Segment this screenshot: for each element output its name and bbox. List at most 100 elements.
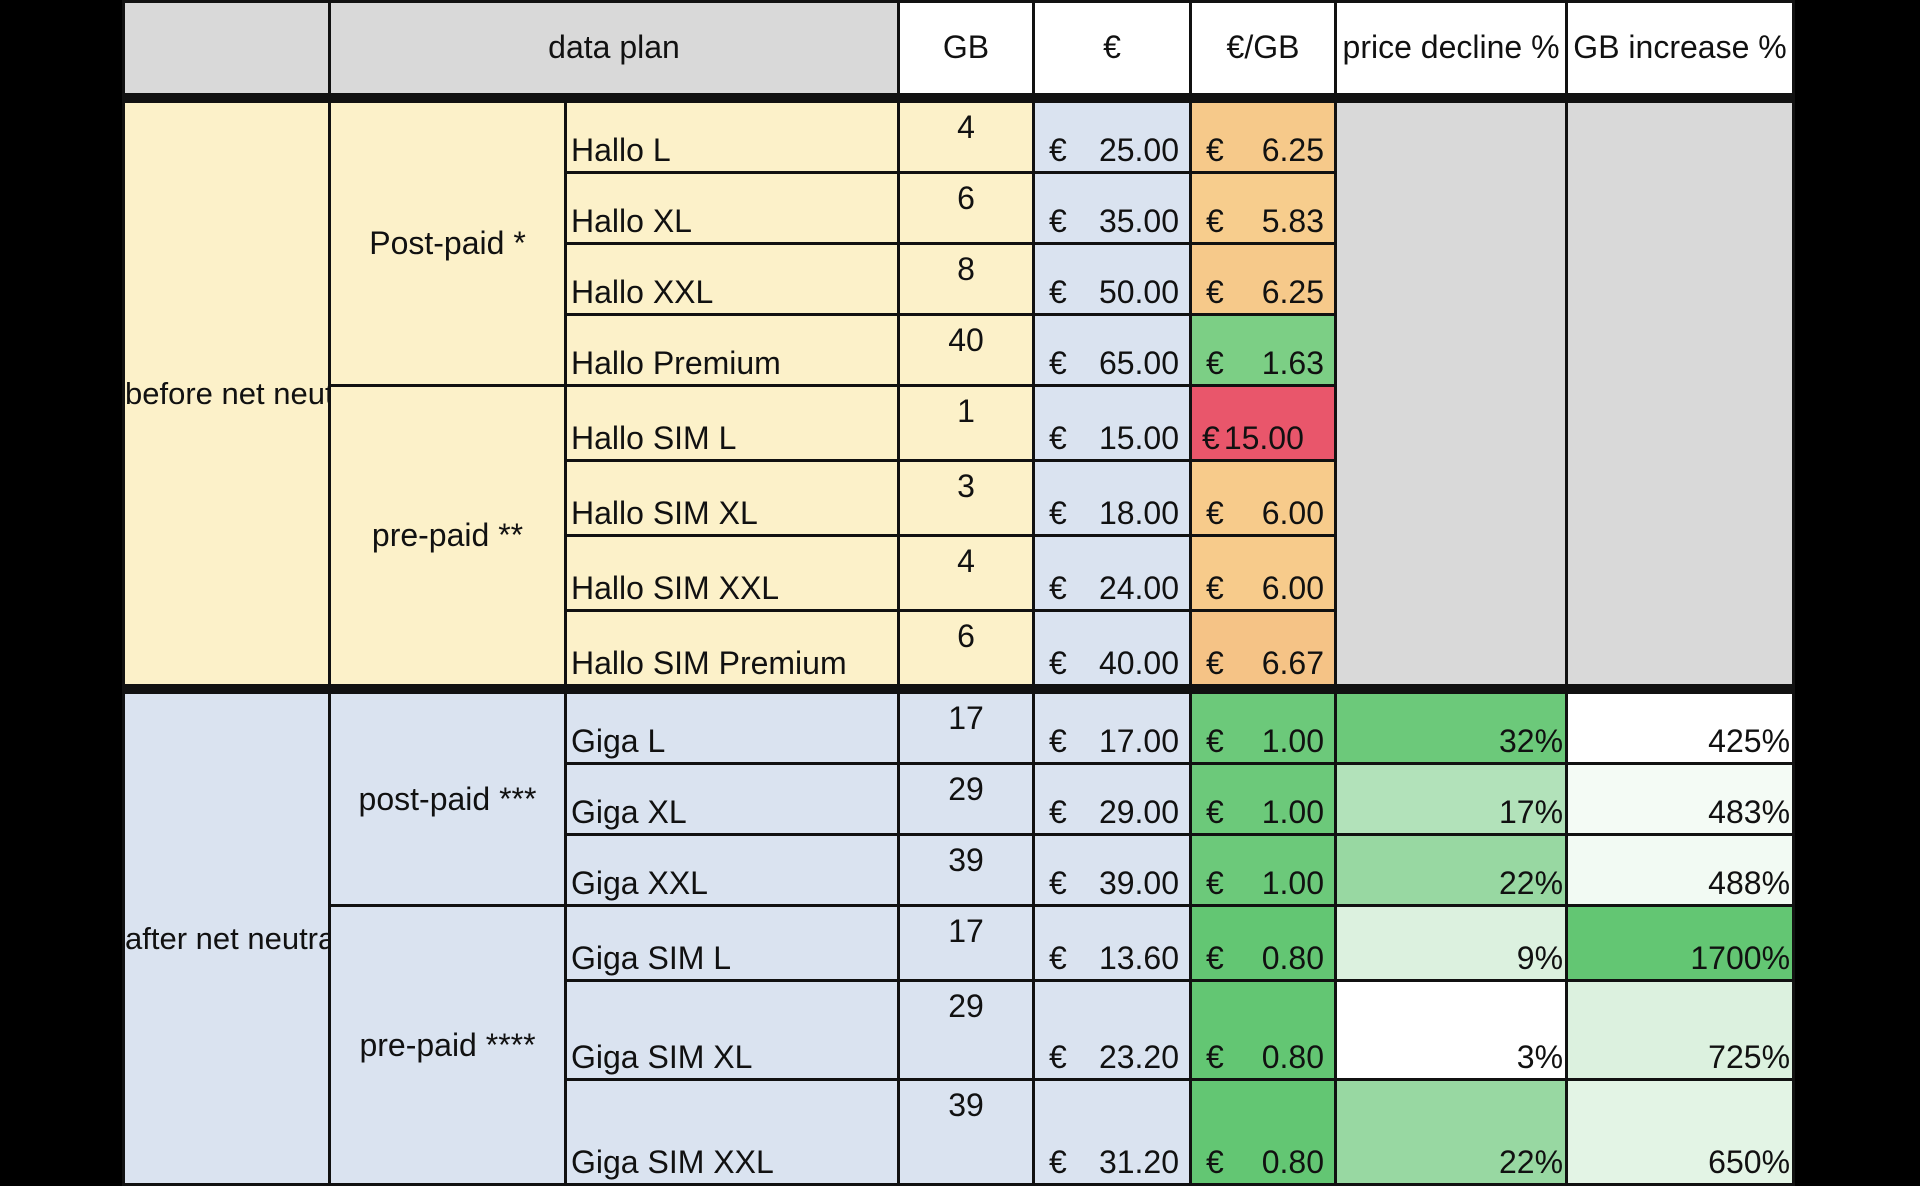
price-cell: €24.00 xyxy=(1032,534,1193,612)
price-amount: 40.00 xyxy=(1098,645,1180,681)
price-per-gb-cell: €6.00 xyxy=(1189,459,1338,537)
price-per-gb-cell: €1.00 xyxy=(1189,762,1338,836)
currency-symbol: € xyxy=(1206,645,1224,681)
data-plan-comparison-table: data plan GB € €/GB price decline % GB i… xyxy=(122,0,1796,1186)
gb-increase-empty-cell xyxy=(1565,96,1796,691)
price-decline-cell: 32% xyxy=(1334,684,1569,765)
price-per-gb-amount: 1.00 xyxy=(1261,723,1325,759)
price-cell: €39.00 xyxy=(1032,833,1193,907)
currency-symbol: € xyxy=(1049,570,1067,606)
plan-name-cell: Giga SIM XL xyxy=(563,979,901,1081)
table-row: Giga XL 29 €29.00 €1.00 17% 483% xyxy=(124,762,1796,836)
plan-name-cell: Hallo Premium xyxy=(563,313,901,387)
currency-symbol: € xyxy=(1206,345,1224,381)
price-per-gb-amount: 0.80 xyxy=(1261,1039,1325,1075)
plan-name-cell: Hallo SIM L xyxy=(563,384,901,462)
plan-name-cell: Giga L xyxy=(563,684,901,765)
gb-cell: 17 xyxy=(897,684,1036,765)
gb-cell: 1 xyxy=(897,384,1036,462)
currency-symbol: € xyxy=(1206,274,1224,310)
price-per-gb-cell: €5.83 xyxy=(1189,171,1338,245)
price-per-gb-cell: €0.80 xyxy=(1189,904,1338,982)
table-row: after net neutrality intervention post-p… xyxy=(122,684,1796,1186)
table-row: before net neutrality intervention Post-… xyxy=(122,96,1796,691)
table-row: Hallo XL 6 €35.00 €5.83 xyxy=(124,171,1794,245)
price-cell: €18.00 xyxy=(1032,459,1193,537)
period-label-after: after net neutrality intervention xyxy=(122,684,331,1186)
plan-name-cell: Giga XXL xyxy=(563,833,901,907)
price-per-gb-amount: 15.00 xyxy=(1223,420,1304,456)
price-per-gb-cell: €1.00 xyxy=(1189,833,1338,907)
price-per-gb-amount: 6.00 xyxy=(1261,495,1325,531)
table-row: pre-paid ** Hallo SIM L 1 €15.00 €15.00 xyxy=(124,384,1794,691)
header-eur-per-gb: €/GB xyxy=(1189,0,1338,100)
price-per-gb-amount: 5.83 xyxy=(1261,203,1325,239)
price-amount: 25.00 xyxy=(1098,132,1180,168)
plan-type-label: post-paid *** xyxy=(328,684,567,907)
price-amount: 29.00 xyxy=(1098,794,1180,830)
header-gb: GB xyxy=(897,0,1036,100)
plan-type-label: Post-paid * xyxy=(328,96,567,387)
price-decline-empty-cell xyxy=(1334,96,1569,691)
price-amount: 65.00 xyxy=(1098,345,1180,381)
gb-cell: 6 xyxy=(897,609,1036,691)
price-cell: €17.00 xyxy=(1032,684,1193,765)
currency-symbol: € xyxy=(1049,420,1067,456)
header-blank-cell xyxy=(122,0,331,100)
price-per-gb-cell: €6.25 xyxy=(1189,96,1338,174)
currency-symbol: € xyxy=(1206,865,1224,901)
price-decline-cell: 9% xyxy=(1334,904,1569,982)
gb-increase-cell: 488% xyxy=(1565,833,1796,907)
gb-cell: 29 xyxy=(897,762,1036,836)
table-row: pre-paid **** Giga SIM L 17 €13.60 €0.80… xyxy=(124,904,1796,1186)
price-cell: €29.00 xyxy=(1032,762,1193,836)
table-row: Hallo XXL 8 €50.00 €6.25 xyxy=(124,242,1794,316)
price-per-gb-amount: 6.25 xyxy=(1261,132,1325,168)
plan-name-cell: Hallo SIM XL xyxy=(563,459,901,537)
currency-symbol: € xyxy=(1206,940,1224,976)
price-cell: €23.20 xyxy=(1032,979,1193,1081)
price-amount: 13.60 xyxy=(1098,940,1180,976)
header-row: data plan GB € €/GB price decline % GB i… xyxy=(122,0,1796,100)
plan-name-cell: Hallo XL xyxy=(563,171,901,245)
table-row: Giga SIM XL 29 €23.20 €0.80 3% 725% xyxy=(124,979,1796,1081)
plan-name-cell: Hallo L xyxy=(563,96,901,174)
table-row: Hallo SIM Premium 6 €40.00 €6.67 xyxy=(124,609,1794,691)
currency-symbol: € xyxy=(1049,274,1067,310)
price-amount: 50.00 xyxy=(1098,274,1180,310)
currency-symbol: € xyxy=(1049,345,1067,381)
gb-cell: 40 xyxy=(897,313,1036,387)
period-label-before: before net neutrality intervention xyxy=(122,96,331,691)
price-per-gb-amount: 1.00 xyxy=(1261,794,1325,830)
price-cell: €35.00 xyxy=(1032,171,1193,245)
currency-symbol: € xyxy=(1206,794,1224,830)
price-cell: €25.00 xyxy=(1032,96,1193,174)
plan-type-label: pre-paid **** xyxy=(328,904,567,1186)
price-per-gb-cell: €6.67 xyxy=(1189,609,1338,691)
price-per-gb-cell: €6.25 xyxy=(1189,242,1338,316)
plan-name-cell: Giga XL xyxy=(563,762,901,836)
gb-cell: 4 xyxy=(897,534,1036,612)
currency-symbol: € xyxy=(1049,1144,1067,1180)
price-cell: €65.00 xyxy=(1032,313,1193,387)
price-decline-cell: 22% xyxy=(1334,833,1569,907)
price-cell: €13.60 xyxy=(1032,904,1193,982)
currency-symbol: € xyxy=(1049,723,1067,759)
gb-increase-cell: 650% xyxy=(1565,1078,1796,1186)
price-amount: 15.00 xyxy=(1098,420,1180,456)
slide-canvas: data plan GB € €/GB price decline % GB i… xyxy=(122,0,1796,1186)
plan-type-label: pre-paid ** xyxy=(328,384,567,691)
table-row: Hallo SIM XXL 4 €24.00 €6.00 xyxy=(124,534,1794,612)
gb-cell: 39 xyxy=(897,1078,1036,1186)
price-per-gb-cell: €0.80 xyxy=(1189,1078,1338,1186)
price-amount: 17.00 xyxy=(1098,723,1180,759)
currency-symbol: € xyxy=(1049,794,1067,830)
price-cell: €31.20 xyxy=(1032,1078,1193,1186)
price-amount: 24.00 xyxy=(1098,570,1180,606)
price-per-gb-amount: 6.00 xyxy=(1261,570,1325,606)
currency-symbol: € xyxy=(1049,132,1067,168)
currency-symbol: € xyxy=(1049,1039,1067,1075)
currency-symbol: € xyxy=(1049,865,1067,901)
price-cell: €15.00 xyxy=(1032,384,1193,462)
plan-name-cell: Hallo SIM Premium xyxy=(563,609,901,691)
